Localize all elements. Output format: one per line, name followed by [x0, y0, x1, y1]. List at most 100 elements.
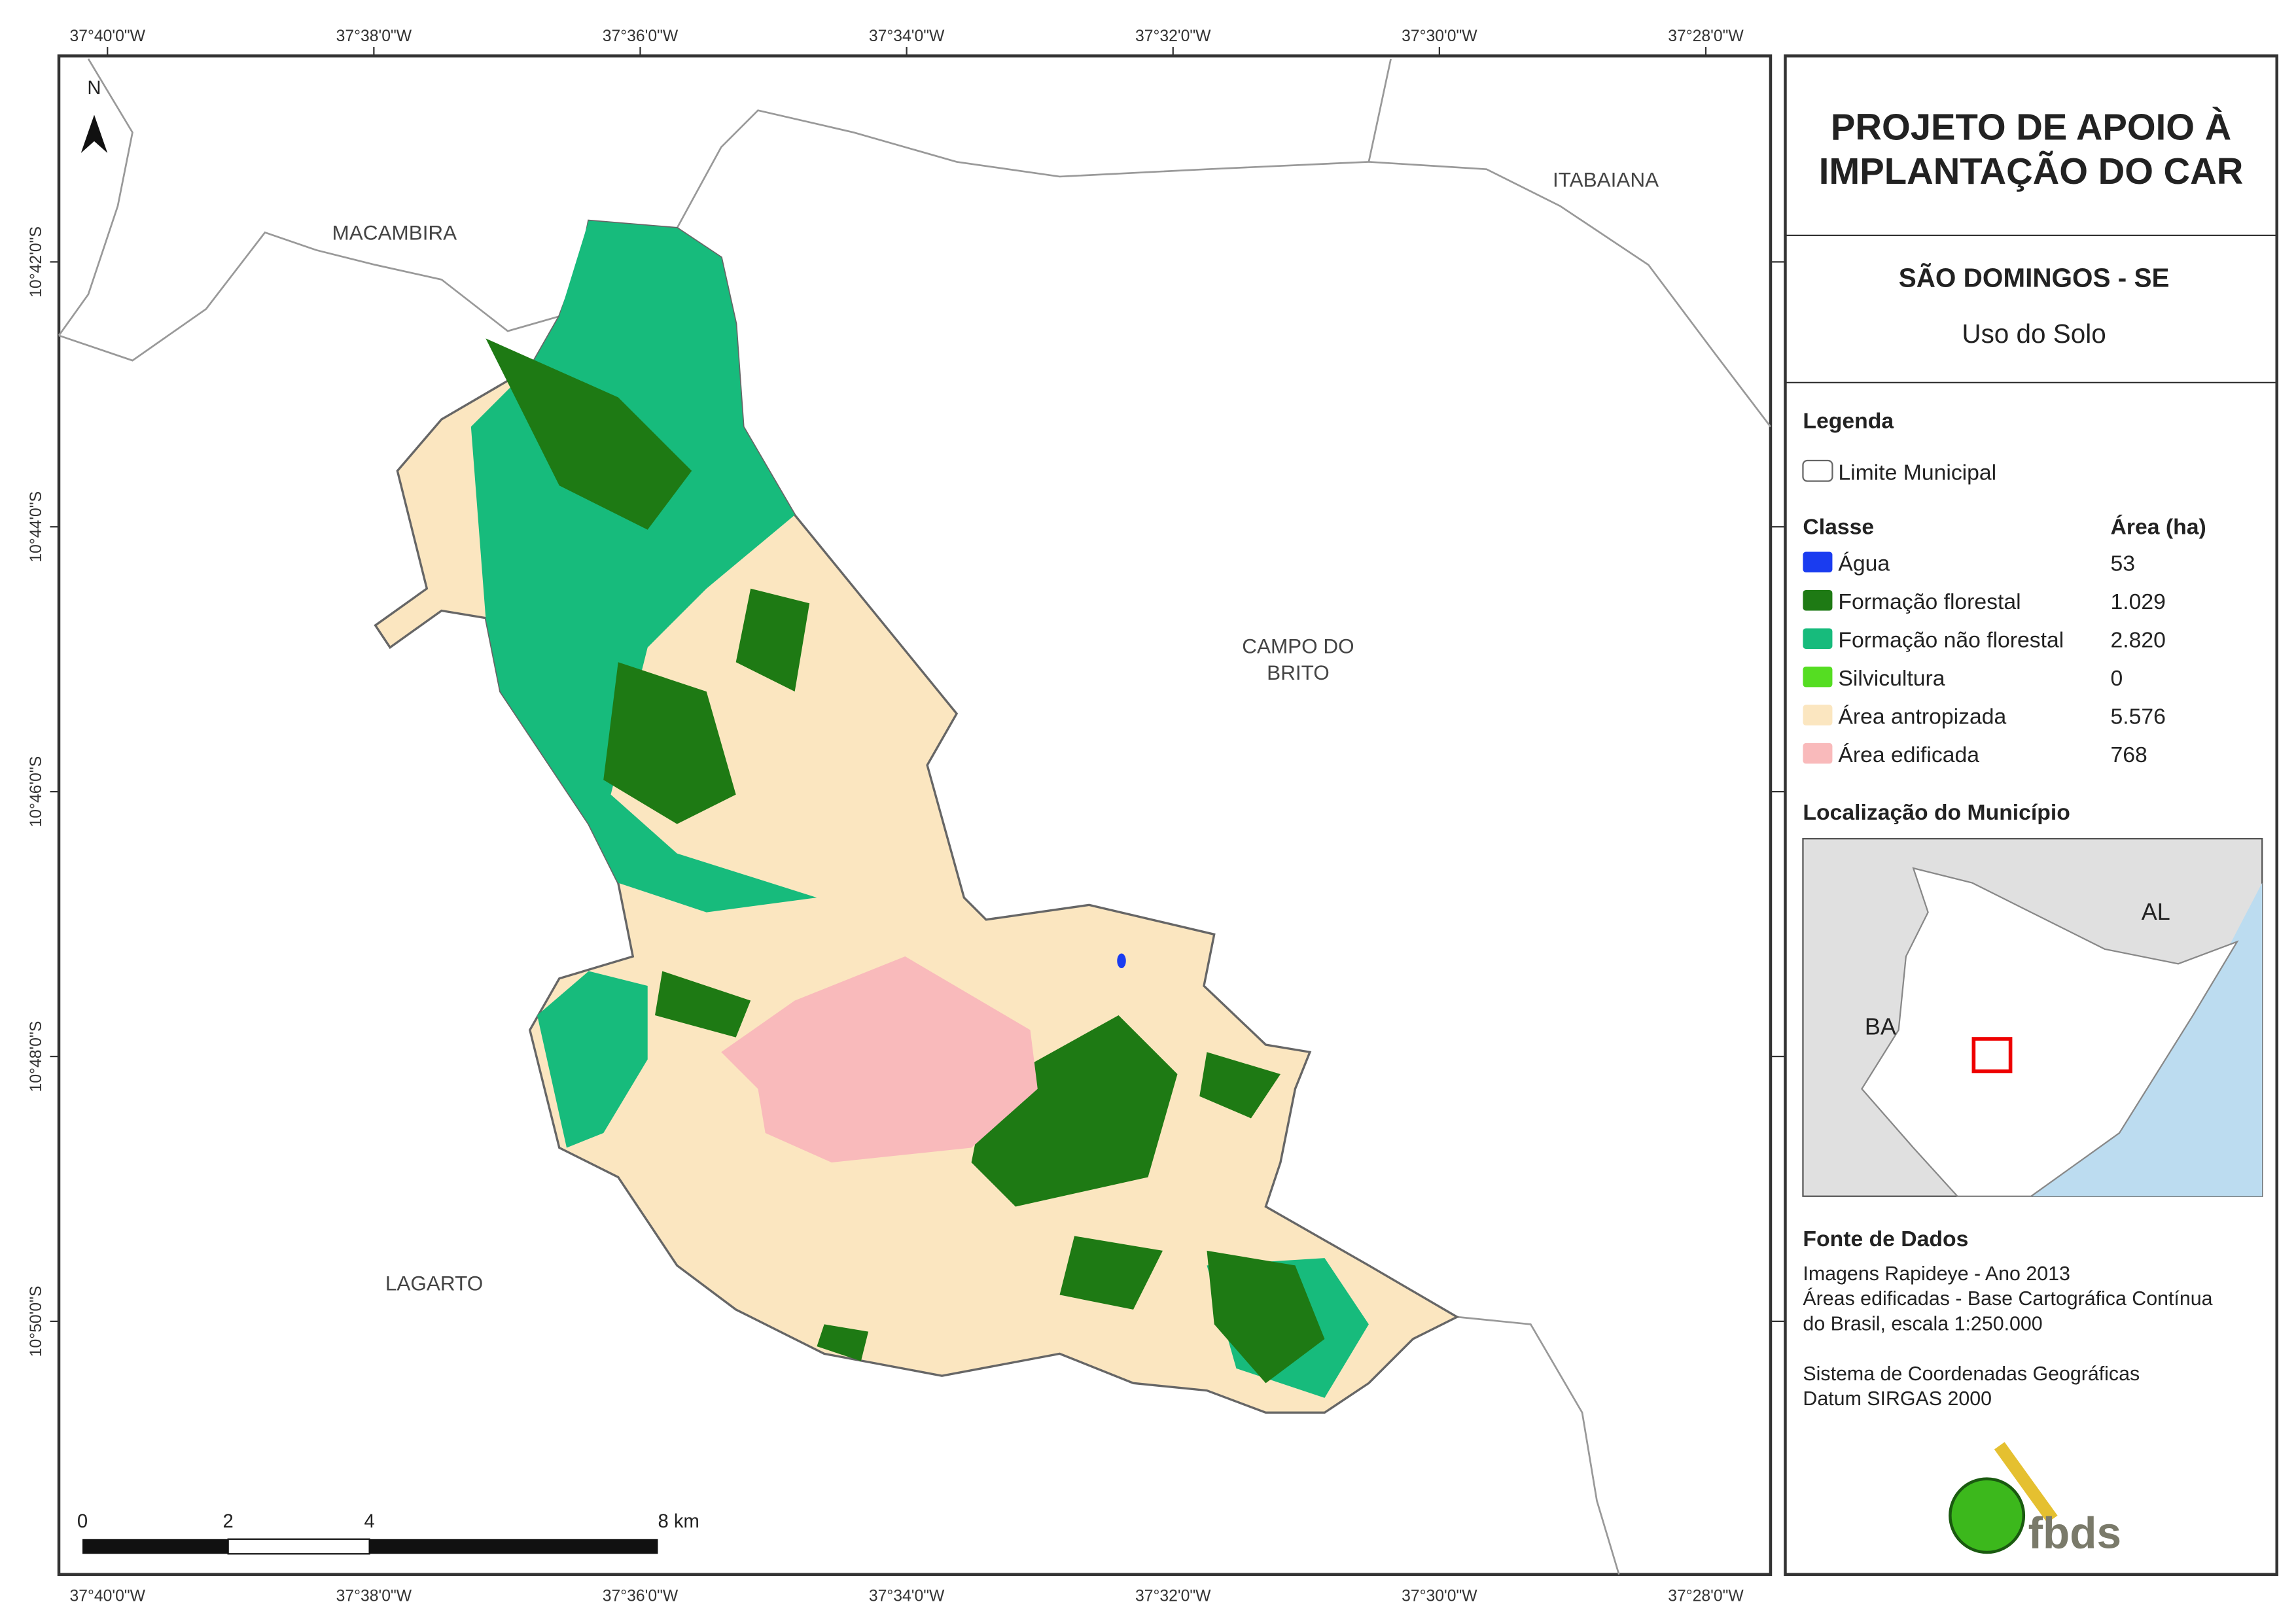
locator-heading: Localização do Município [1803, 800, 2070, 825]
locator-highlight [1971, 1037, 2013, 1073]
source-line: Imagens Rapideye - Ano 2013 [1803, 1263, 2070, 1285]
forest-patch [971, 1015, 1178, 1207]
scale-label: 4 [364, 1511, 374, 1532]
water-body [1117, 953, 1126, 969]
legend-label: Formação florestal [1838, 589, 2021, 614]
map-frame [57, 54, 1773, 1577]
limit-swatch [1802, 459, 1833, 482]
municipality-label: CAMPO DO [1242, 635, 1354, 658]
side-panel: PROJETO DE APOIO À IMPLANTAÇÃO DO CAR SÃ… [1784, 54, 2278, 1577]
legend-label: Área antropizada [1838, 705, 2006, 729]
locator-label: BA [1865, 1013, 1896, 1039]
legend-swatch [1803, 551, 1833, 572]
forest-patch [654, 971, 751, 1038]
coord-label: 37°38'0"W [336, 1587, 412, 1605]
locator-sea [2031, 882, 2263, 1196]
north-arrow [80, 114, 108, 153]
municipality-label: BRITO [1267, 661, 1330, 684]
forest-patch [1199, 1052, 1280, 1119]
title: IMPLANTAÇÃO DO CAR [1819, 150, 2244, 192]
source-line: Datum SIRGAS 2000 [1803, 1388, 1992, 1410]
north-label: N [87, 78, 101, 99]
forest-patch [603, 662, 736, 824]
source-line: Sistema de Coordenadas Geográficas [1803, 1363, 2140, 1385]
legend-area: 0 [2111, 666, 2123, 691]
municipality-label: ITABAIANA [1553, 168, 1659, 192]
forest-patch [1059, 1236, 1163, 1310]
non-forest-area [537, 971, 648, 1148]
coord-label: 10°46'0"S [27, 756, 45, 828]
neighbor-boundary [1457, 1316, 1620, 1575]
place: SÃO DOMINGOS - SE [1899, 263, 2170, 293]
title: PROJETO DE APOIO À [1831, 107, 2231, 148]
legend-area: 1.029 [2111, 589, 2166, 614]
legend-label: Formação não florestal [1838, 628, 2064, 653]
forest-patches [486, 338, 1325, 1384]
coord-label: 10°44'0"S [27, 491, 45, 563]
neighbor-boundary [58, 58, 133, 336]
class-header: Classe [1803, 515, 1874, 540]
legend-area: 2.820 [2111, 628, 2166, 653]
legend-label: Água [1838, 551, 1890, 576]
limit-label: Limite Municipal [1838, 460, 1996, 485]
coord-label: 37°40'0"W [69, 27, 145, 45]
locator-label: AL [2142, 898, 2170, 925]
panel-border [1784, 54, 2278, 1577]
coord-label: 37°36'0"W [603, 1587, 679, 1605]
legend-area: 5.576 [2111, 705, 2166, 729]
scale-label: 2 [223, 1511, 234, 1532]
neighbor-boundary [1368, 161, 1772, 428]
legend-area: 53 [2111, 551, 2136, 576]
coord-label: 37°34'0"W [869, 1587, 945, 1605]
legend-label: Área edificada [1838, 742, 1979, 767]
forest-patch [735, 588, 810, 692]
sources-heading: Fonte de Dados [1803, 1227, 1968, 1251]
neighbor-boundary [676, 58, 1392, 229]
legend-swatch [1803, 705, 1833, 725]
legend-heading: Legenda [1803, 409, 1894, 434]
municipality-label: MACAMBIRA [332, 221, 457, 245]
coord-label: 37°32'0"W [1135, 1587, 1211, 1605]
locator-state [1861, 867, 2239, 1197]
built-area [721, 956, 1038, 1162]
coord-label: 37°32'0"W [1135, 27, 1211, 45]
legend-swatch [1803, 589, 1833, 611]
theme: Uso do Solo [1962, 319, 2106, 349]
legend-swatch [1803, 742, 1833, 764]
coord-label: 10°48'0"S [27, 1021, 45, 1092]
sources: Imagens Rapideye - Ano 2013 Áreas edifica… [1803, 1263, 2212, 1410]
forest-patch [1207, 1250, 1325, 1384]
scale-label: 8 km [658, 1511, 699, 1532]
legend-items: Água 53 Formação florestal 1.029 Formação nã… [1803, 551, 2166, 767]
legend-label: Silvicultura [1838, 666, 1945, 691]
source-line: Áreas edificadas - Base Cartográfica Con… [1803, 1288, 2212, 1310]
source-line: do Brasil, escala 1:250.000 [1803, 1313, 2042, 1335]
generated-labels: 37°40'0"W 37°40'0"W 37°38'0"W 37°38'0"W 37°3… [27, 27, 1786, 1605]
logo-circle [1949, 1477, 2026, 1554]
coord-label: 37°34'0"W [869, 27, 945, 45]
forest-patch [486, 338, 692, 530]
scale-label: 0 [77, 1511, 88, 1532]
logo-bar [1994, 1442, 2058, 1524]
coord-label: 37°30'0"W [1402, 1587, 1477, 1605]
neighbor-boundary [58, 231, 560, 362]
legend-swatch [1803, 666, 1833, 688]
scale-bar-segment [369, 1539, 658, 1554]
coord-label: 10°50'0"S [27, 1286, 45, 1357]
coord-label: 10°42'0"S [27, 226, 45, 298]
scale-bar-segment [227, 1538, 370, 1555]
legend-swatch [1803, 628, 1833, 649]
coord-label: 37°28'0"W [1668, 1587, 1744, 1605]
coord-label: 37°36'0"W [603, 27, 679, 45]
logo-text: fbds [2028, 1509, 2121, 1558]
coord-label: 37°30'0"W [1402, 27, 1477, 45]
forest-patch [817, 1324, 869, 1361]
legend-area: 768 [2111, 742, 2147, 767]
area-header: Área (ha) [2111, 515, 2206, 540]
coord-label: 37°38'0"W [336, 27, 412, 45]
north-arrow-shape [80, 114, 108, 153]
municipality-label: LAGARTO [385, 1272, 483, 1295]
coord-label: 37°28'0"W [1668, 27, 1744, 45]
